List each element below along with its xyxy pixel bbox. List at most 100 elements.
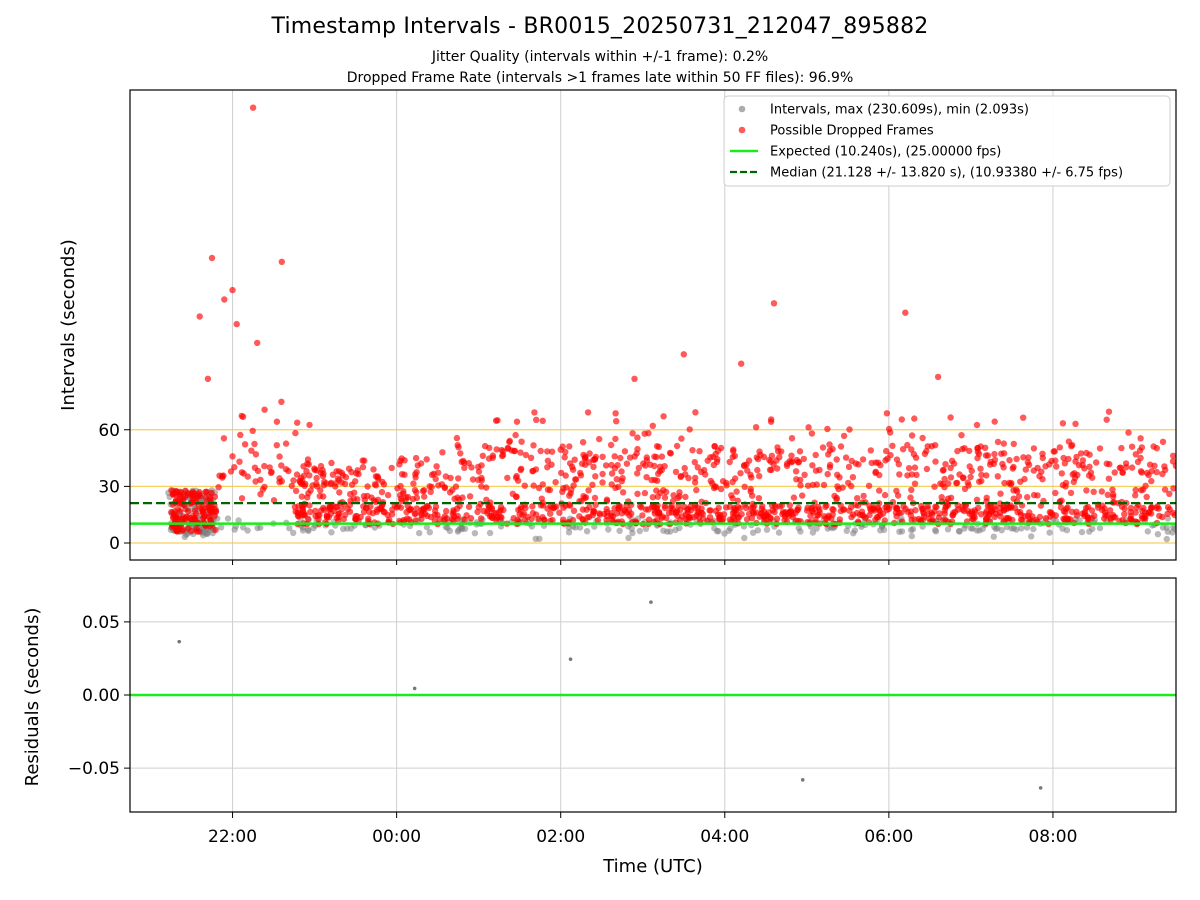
- dropped-frame-point: [796, 448, 804, 455]
- interval-point: [813, 525, 820, 532]
- dropped-frame-point: [911, 516, 918, 523]
- legend-label-1: Possible Dropped Frames: [770, 124, 934, 139]
- dropped-frame-point: [566, 443, 573, 450]
- dropped-frame-point: [1161, 463, 1168, 470]
- dropped-frame-point: [599, 453, 606, 460]
- dropped-frame-point: [469, 476, 477, 483]
- dropped-frame-point: [868, 459, 875, 467]
- dropped-frame-point: [418, 510, 425, 517]
- dropped-frame-point: [1077, 450, 1085, 457]
- dropped-frame-point: [384, 491, 392, 499]
- dropped-frame-point: [734, 503, 742, 511]
- dropped-frame-point: [537, 447, 544, 455]
- dropped-frame-point: [867, 505, 874, 512]
- interval-point: [998, 527, 1005, 534]
- dropped-frame-point: [660, 487, 667, 494]
- dropped-frame-point: [619, 489, 627, 496]
- interval-point: [1018, 525, 1025, 532]
- dropped-frame-point: [566, 502, 574, 509]
- dropped-frame-point: [406, 516, 413, 523]
- dropped-frame-point: [824, 470, 831, 478]
- dropped-frame-point: [954, 447, 961, 455]
- dropped-frame-point: [645, 430, 652, 437]
- interval-point: [340, 525, 347, 533]
- dropped-frame-point: [510, 515, 517, 522]
- dropped-frame-point: [823, 515, 830, 522]
- dropped-frame-point: [584, 409, 592, 416]
- dropped-frame-point: [378, 505, 385, 513]
- dropped-frame-point: [529, 503, 536, 510]
- dropped-frame-point: [611, 453, 618, 460]
- dropped-frame-point: [1013, 455, 1020, 463]
- interval-point: [727, 525, 734, 532]
- dropped-frame-point: [923, 447, 930, 455]
- interval-point: [426, 529, 433, 536]
- dropped-frame-point: [885, 425, 893, 433]
- dropped-frame-point: [686, 426, 693, 433]
- dropped-frame-point: [1148, 468, 1155, 475]
- dropped-frame-point: [592, 501, 599, 508]
- dropped-frame-point: [1106, 507, 1114, 514]
- dropped-frame-point: [654, 493, 661, 500]
- dropped-frame-point: [1137, 435, 1144, 442]
- dropped-frame-point: [913, 471, 920, 479]
- dropped-frame-point: [518, 438, 525, 445]
- dropped-frame-point: [569, 516, 577, 524]
- dropped-frame-point: [820, 481, 828, 489]
- dropped-frame-point: [278, 258, 285, 265]
- interval-point: [642, 525, 650, 532]
- dropped-frame-point: [976, 478, 983, 485]
- dropped-frame-point: [1030, 445, 1038, 452]
- dropped-frame-point: [397, 482, 404, 490]
- dropped-frame-point: [713, 458, 721, 465]
- dropped-frame-point: [876, 487, 883, 494]
- interval-point: [1028, 533, 1035, 540]
- dropped-frame-point: [1006, 457, 1013, 464]
- dropped-frame-point: [338, 469, 346, 477]
- dropped-frame-point: [1083, 449, 1090, 457]
- dropped-frame-point: [328, 479, 335, 486]
- dropped-frame-point: [432, 475, 439, 483]
- dropped-frame-point: [621, 448, 629, 455]
- dropped-frame-point: [932, 458, 939, 465]
- dropped-frame-point: [386, 516, 393, 523]
- dropped-frame-point: [556, 509, 563, 516]
- dropped-frame-point: [544, 448, 551, 455]
- interval-point: [944, 526, 952, 533]
- dropped-frame-point: [446, 489, 454, 496]
- dropped-frame-point: [1008, 504, 1015, 511]
- dropped-frame-point: [221, 296, 228, 303]
- dropped-frame-point: [1128, 443, 1136, 450]
- dropped-frame-point: [947, 474, 955, 481]
- dropped-frame-point: [923, 465, 931, 473]
- dropped-frame-point: [637, 503, 644, 510]
- dropped-frame-point: [738, 360, 745, 367]
- dropped-frame-point: [568, 486, 575, 493]
- interval-point: [224, 515, 232, 522]
- dropped-frame-point: [966, 463, 973, 470]
- dropped-frame-point: [824, 425, 831, 433]
- dropped-frame-point: [929, 516, 936, 524]
- dropped-frame-point: [765, 509, 772, 516]
- dropped-frame-point: [572, 476, 579, 483]
- chart-subtitle-dropped: Dropped Frame Rate (intervals >1 frames …: [346, 70, 854, 86]
- dropped-frame-point: [661, 494, 669, 501]
- dropped-frame-point: [942, 461, 949, 468]
- dropped-frame-point: [1050, 448, 1057, 455]
- interval-point: [754, 527, 762, 534]
- dropped-frame-point: [829, 445, 836, 453]
- interval-point: [1008, 525, 1015, 532]
- dropped-frame-point: [612, 410, 619, 417]
- dropped-frame-point: [795, 459, 802, 466]
- dropped-frame-point: [608, 481, 615, 488]
- dropped-frame-point: [938, 494, 945, 501]
- dropped-frame-point: [711, 483, 719, 490]
- dropped-frame-point: [560, 504, 567, 511]
- dropped-frame-point: [509, 490, 516, 497]
- dropped-frame-point: [282, 440, 290, 447]
- interval-point: [672, 526, 679, 534]
- dropped-frame-point: [1136, 447, 1144, 454]
- dropped-frame-point: [1151, 462, 1158, 469]
- dropped-frame-point: [693, 512, 700, 519]
- dropped-frame-point: [465, 460, 472, 467]
